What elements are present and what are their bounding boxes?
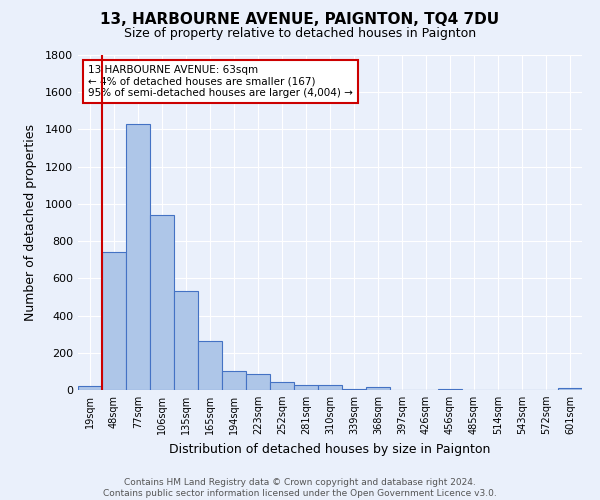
Bar (318, 386, 342, 390)
Bar (102, 252, 126, 390)
Text: 13, HARBOURNE AVENUE, PAIGNTON, TQ4 7DU: 13, HARBOURNE AVENUE, PAIGNTON, TQ4 7DU (100, 12, 500, 28)
Bar (558, 388, 582, 390)
Bar (222, 372, 246, 390)
Bar (438, 389, 462, 390)
Bar (270, 382, 294, 390)
Text: Size of property relative to detached houses in Paignton: Size of property relative to detached ho… (124, 28, 476, 40)
Text: Contains HM Land Registry data © Crown copyright and database right 2024.
Contai: Contains HM Land Registry data © Crown c… (103, 478, 497, 498)
Bar (126, 124, 150, 390)
Bar (78, 386, 102, 390)
X-axis label: Distribution of detached houses by size in Paignton: Distribution of detached houses by size … (169, 442, 491, 456)
Bar (246, 374, 270, 390)
Y-axis label: Number of detached properties: Number of detached properties (23, 124, 37, 321)
Bar (294, 386, 318, 390)
Bar (342, 389, 366, 390)
Bar (174, 292, 198, 390)
Text: 13 HARBOURNE AVENUE: 63sqm
← 4% of detached houses are smaller (167)
95% of semi: 13 HARBOURNE AVENUE: 63sqm ← 4% of detac… (88, 65, 353, 98)
Bar (198, 340, 222, 390)
Bar (150, 215, 174, 390)
Bar (366, 387, 390, 390)
